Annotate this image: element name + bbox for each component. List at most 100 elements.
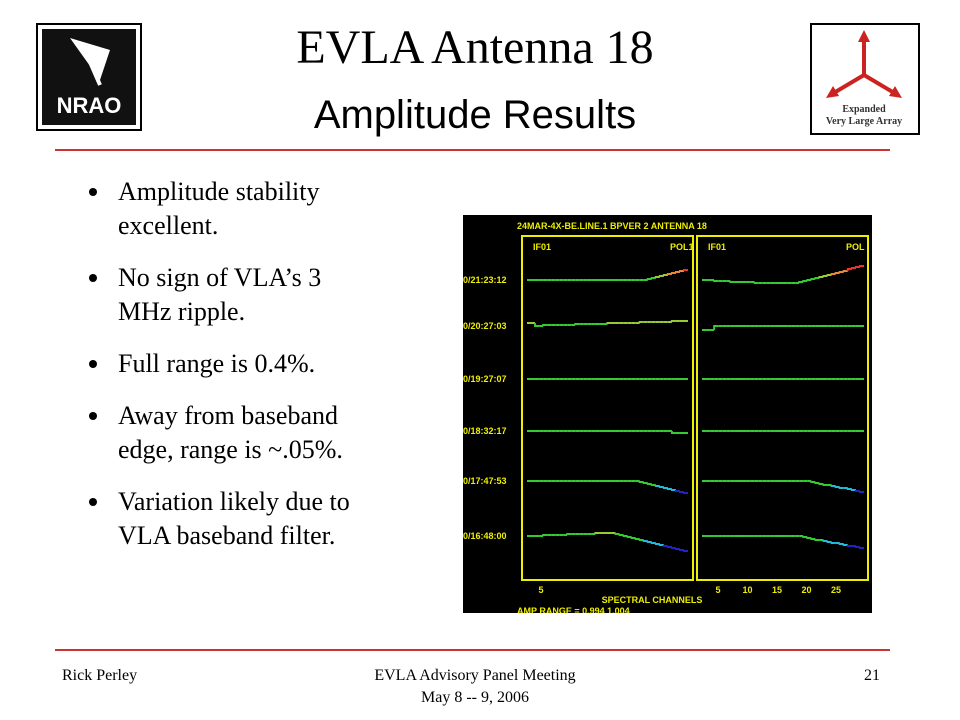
trace [818, 276, 824, 278]
logo-text: Expanded [842, 104, 886, 115]
trace [674, 548, 680, 550]
if-label: IF01 [533, 242, 551, 252]
bullet-text: edge, range is ~.05%. [118, 435, 343, 464]
time-label: 0/18:32:17 [463, 426, 507, 436]
trace [638, 539, 644, 541]
range-label: AMP RANGE = 0.994 1.004 [517, 606, 630, 616]
trace [842, 270, 848, 272]
trace [798, 281, 804, 283]
trace [534, 323, 540, 327]
trace [542, 324, 548, 326]
trace [594, 532, 600, 534]
trace [810, 538, 816, 540]
bullet-dot [89, 360, 97, 368]
trace [858, 265, 864, 267]
trace [846, 488, 852, 490]
trace [654, 543, 660, 545]
trace [662, 487, 668, 489]
trace [642, 540, 648, 542]
logo-text: NRAO [57, 93, 122, 118]
trace [854, 490, 860, 492]
pol-label: POL [846, 242, 865, 252]
logo-text: Very Large Array [826, 116, 902, 127]
trace [658, 275, 664, 277]
trace [810, 278, 816, 280]
trace [654, 276, 660, 278]
trace [566, 533, 572, 535]
trace [658, 486, 664, 488]
trace [678, 270, 684, 272]
trace [650, 542, 656, 544]
trace [846, 268, 852, 271]
plot-header: 24MAR-4X-BE.LINE.1 BPVER 2 ANTENNA 18 [517, 221, 707, 231]
trace [654, 485, 660, 487]
trace [822, 275, 828, 277]
bullet-list: Amplitude stability excellent. No sign of … [89, 177, 350, 550]
trace [818, 483, 824, 485]
trace [858, 547, 864, 549]
footer-event: EVLA Advisory Panel Meeting [374, 667, 575, 684]
trace [650, 484, 656, 486]
trace [850, 489, 856, 491]
trace [854, 546, 860, 548]
if-label: IF01 [708, 242, 726, 252]
trace [634, 538, 640, 540]
x-label: SPECTRAL CHANNELS [602, 595, 703, 605]
trace [802, 536, 808, 538]
footer-author: Rick Perley [62, 667, 137, 684]
trace [810, 481, 816, 483]
trace [842, 544, 848, 546]
x-tick-label: 20 [801, 585, 811, 595]
bullet-dot [89, 498, 97, 506]
trace [682, 550, 688, 552]
trace [666, 488, 672, 490]
trace [666, 273, 672, 275]
trace [814, 539, 820, 541]
trace [834, 272, 840, 274]
trace [670, 320, 676, 322]
trace [834, 486, 840, 488]
trace [658, 544, 664, 546]
trace [670, 489, 676, 491]
footer-date: May 8 -- 9, 2006 [421, 689, 529, 706]
title: EVLA Antenna 18 [296, 21, 653, 74]
trace [622, 535, 628, 537]
trace [806, 279, 812, 281]
x-tick-label: 10 [742, 585, 752, 595]
trace [830, 273, 836, 275]
trace [638, 321, 644, 323]
bullet-text: excellent. [118, 211, 218, 240]
trace [850, 267, 856, 269]
trace [713, 280, 719, 282]
x-tick-label: 5 [715, 585, 720, 595]
trace [822, 540, 828, 542]
subtitle: Amplitude Results [314, 93, 636, 137]
x-tick-label: 5 [538, 585, 543, 595]
trace [674, 271, 680, 273]
time-label: 0/16:48:00 [463, 531, 507, 541]
trace [614, 533, 620, 535]
bullet-dot [89, 274, 97, 282]
trace [674, 490, 680, 492]
time-label: 0/21:23:12 [463, 275, 507, 285]
bullet-text: VLA baseband filter. [118, 521, 335, 550]
trace [858, 491, 864, 493]
trace [838, 271, 844, 273]
trace [670, 547, 676, 549]
bullet-dot [89, 188, 97, 196]
trace [666, 546, 672, 548]
trace [678, 491, 684, 493]
trace [646, 483, 652, 485]
trace [650, 277, 656, 279]
bullet-text: Full range is 0.4%. [118, 349, 315, 378]
time-label: 0/20:27:03 [463, 321, 507, 331]
trace [826, 541, 832, 543]
time-label: 0/17:47:53 [463, 476, 507, 486]
trace [806, 537, 812, 539]
plot-image: 24MAR-4X-BE.LINE.1 BPVER 2 ANTENNA 18 IF… [463, 215, 872, 616]
trace [678, 549, 684, 551]
trace [753, 282, 759, 284]
trace [814, 277, 820, 279]
trace [822, 484, 828, 486]
